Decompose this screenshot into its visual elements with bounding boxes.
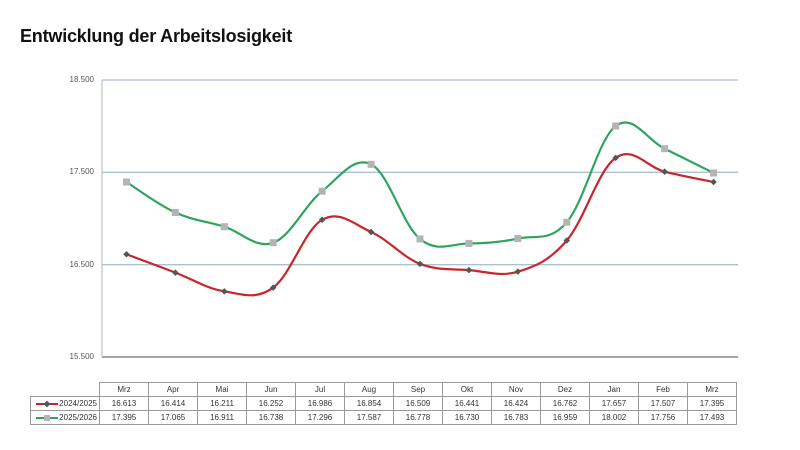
- legend-entry-2024-2025: 2024/2025: [30, 396, 100, 411]
- month-header: Sep: [393, 382, 443, 397]
- table-cell: 18.002: [589, 410, 639, 425]
- y-tick-label: 15.500: [69, 352, 94, 361]
- table-cell: 16.959: [540, 410, 590, 425]
- table-cell: 16.778: [393, 410, 443, 425]
- plot-area: [101, 79, 738, 358]
- legend-label: 2024/2025: [59, 399, 97, 408]
- table-cell: 16.424: [491, 396, 541, 411]
- table-row: 2024/2025 16.613 16.414 16.211 16.252 16…: [30, 396, 737, 411]
- month-header: Mrz: [687, 382, 737, 397]
- table-cell: 17.395: [99, 410, 149, 425]
- month-header: Apr: [148, 382, 198, 397]
- table-cell: 16.441: [442, 396, 492, 411]
- table-cell: 17.065: [148, 410, 198, 425]
- legend-line-red-diamond-icon: [36, 400, 59, 408]
- y-tick-label: 18.500: [69, 75, 94, 84]
- table-cell: 16.911: [197, 410, 247, 425]
- gridlines: [101, 79, 738, 358]
- month-header: Dez: [540, 382, 590, 397]
- month-header: Jun: [246, 382, 296, 397]
- table-cell: 17.493: [687, 410, 737, 425]
- table-corner: [31, 383, 100, 397]
- month-header: Aug: [344, 382, 394, 397]
- month-header: Jul: [295, 382, 345, 397]
- table-cell: 16.252: [246, 396, 296, 411]
- table-cell: 16.613: [99, 396, 149, 411]
- table-cell: 17.395: [687, 396, 737, 411]
- month-header: Feb: [638, 382, 688, 397]
- month-header: Okt: [442, 382, 492, 397]
- table-header-row: Mrz Apr Mai Jun Jul Aug Sep Okt Nov Dez …: [31, 382, 737, 397]
- month-header: Jan: [589, 382, 639, 397]
- table-cell: 17.296: [295, 410, 345, 425]
- table-cell: 17.657: [589, 396, 639, 411]
- data-table: Mrz Apr Mai Jun Jul Aug Sep Okt Nov Dez …: [30, 382, 737, 425]
- table-cell: 16.738: [246, 410, 296, 425]
- table-cell: 16.509: [393, 396, 443, 411]
- table-cell: 16.854: [344, 396, 394, 411]
- month-header: Mai: [197, 382, 247, 397]
- table-cell: 16.211: [197, 396, 247, 411]
- table-cell: 16.762: [540, 396, 590, 411]
- table-cell: 16.414: [148, 396, 198, 411]
- y-tick-label: 16.500: [69, 260, 94, 269]
- legend-line-green-square-icon: [36, 414, 59, 422]
- table-cell: 17.587: [344, 410, 394, 425]
- table-cell: 17.507: [638, 396, 688, 411]
- month-header: Nov: [491, 382, 541, 397]
- table-cell: 16.730: [442, 410, 492, 425]
- table-cell: 17.756: [638, 410, 688, 425]
- month-header: Mrz: [99, 382, 149, 397]
- legend-entry-2025-2026: 2025/2026: [30, 410, 100, 425]
- series-lines: [122, 121, 718, 297]
- table-cell: 16.986: [295, 396, 345, 411]
- y-tick-label: 17.500: [69, 167, 94, 176]
- table-row: 2025/2026 17.395 17.065 16.911 16.738 17…: [30, 410, 737, 425]
- chart-title: Entwicklung der Arbeitslosigkeit: [20, 26, 292, 46]
- table-cell: 16.783: [491, 410, 541, 425]
- legend-label: 2025/2026: [59, 413, 97, 422]
